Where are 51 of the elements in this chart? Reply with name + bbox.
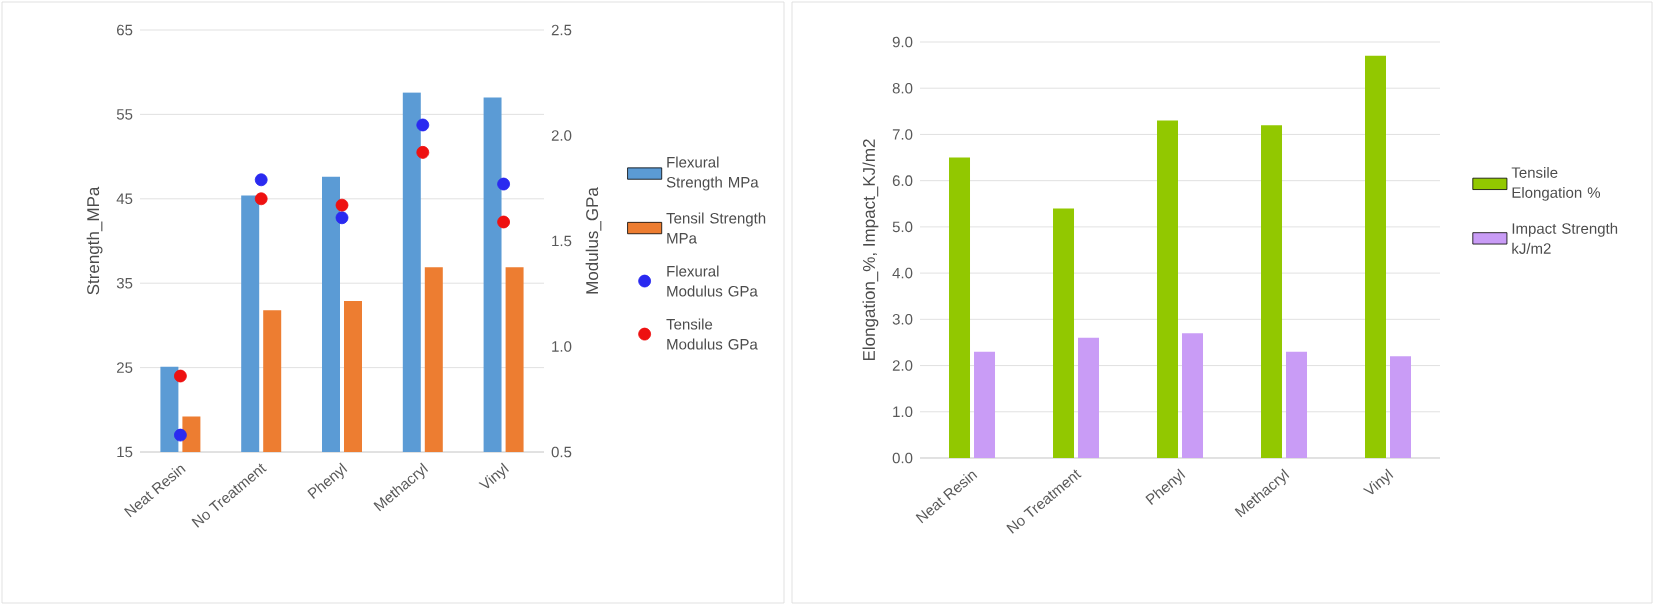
y-axis-title: Strength_MPa xyxy=(86,186,103,295)
bar xyxy=(1261,125,1283,458)
point xyxy=(416,145,430,159)
y-tick-label: 2.0 xyxy=(892,360,913,371)
point xyxy=(174,428,187,442)
y2-tick-label: 0.5 xyxy=(551,446,572,458)
point xyxy=(254,192,268,206)
y-tick-label: 6.0 xyxy=(892,175,913,186)
y-tick-label: 1.0 xyxy=(893,406,913,418)
point xyxy=(174,369,187,383)
bar xyxy=(1078,337,1100,458)
bar xyxy=(949,157,971,458)
y2-axis-title: Modulus_GPa xyxy=(585,187,602,294)
bar xyxy=(1390,356,1412,458)
y-tick-label: 25 xyxy=(117,362,133,373)
point xyxy=(335,198,349,212)
y-tick-label: 5.0 xyxy=(892,221,913,233)
bar xyxy=(1157,120,1179,458)
legend-label: Impact Strength kJ/m2 xyxy=(1512,222,1618,254)
point xyxy=(497,177,510,191)
legend-label: Tensile Modulus GPa xyxy=(666,318,758,350)
point xyxy=(416,118,430,132)
point xyxy=(254,173,268,187)
y-tick-label: 7.0 xyxy=(892,129,913,140)
legend-label: Tensil Strength MPa xyxy=(666,212,766,244)
bar xyxy=(1182,333,1204,458)
y-tick-label: 45 xyxy=(116,193,133,205)
bar xyxy=(974,351,996,458)
y-tick-label: 8.0 xyxy=(892,82,913,94)
bar xyxy=(1286,351,1308,458)
y2-tick-label: 1.5 xyxy=(552,235,572,247)
y-tick-label: 15 xyxy=(117,446,133,458)
legend-label: Flexural Strength MPa xyxy=(666,156,759,191)
x-tick-label: Vinyl xyxy=(478,462,509,489)
y-axis-title: Elongation_%, Impact_KJ/m2 xyxy=(862,139,879,361)
legend-label: Tensile Elongation % xyxy=(1511,166,1601,201)
point xyxy=(497,215,510,229)
bar xyxy=(1053,208,1075,458)
y-tick-label: 3.0 xyxy=(892,314,913,325)
y2-tick-label: 1.0 xyxy=(552,341,572,352)
y-tick-label: 65 xyxy=(117,24,133,36)
y-tick-label: 55 xyxy=(116,109,133,120)
y-tick-label: 35 xyxy=(116,277,133,289)
point xyxy=(335,211,349,225)
y2-tick-label: 2.0 xyxy=(551,130,572,141)
legend-label: Flexural Modulus GPa xyxy=(667,265,758,297)
y-tick-label: 4.0 xyxy=(892,267,913,279)
y-tick-label: 0.0 xyxy=(892,452,913,464)
y-tick-label: 9.0 xyxy=(892,36,913,48)
bar xyxy=(1365,55,1387,458)
y2-tick-label: 2.5 xyxy=(551,24,572,36)
